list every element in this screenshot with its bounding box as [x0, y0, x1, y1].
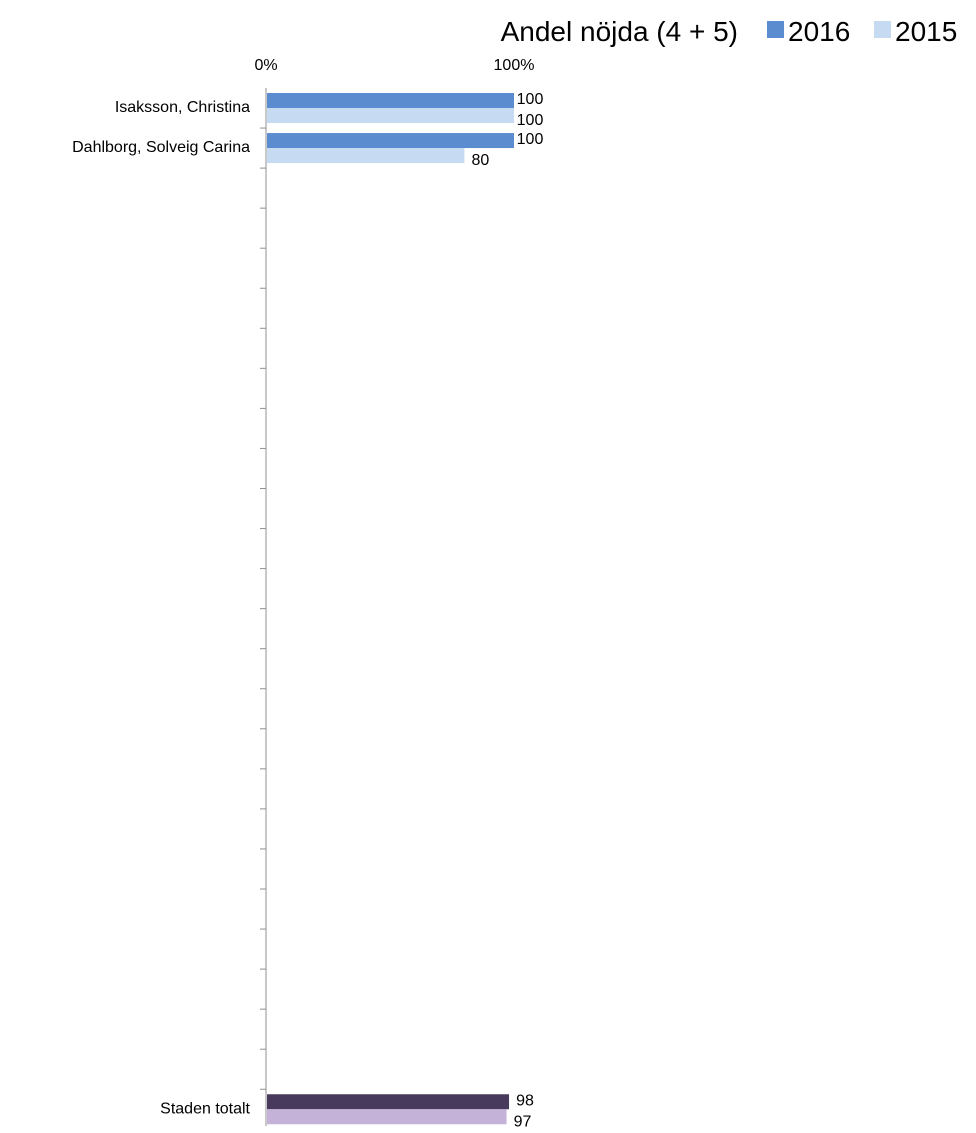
bar-2015 [267, 1109, 507, 1125]
y-axis-ticks [260, 127, 266, 1130]
category-label: Dahlborg, Solveig Carina [72, 139, 250, 156]
chart-title: Andel nöjda (4 + 5) [501, 16, 738, 47]
data-label-2016: 100 [517, 91, 544, 108]
legend-swatch-2016 [767, 21, 784, 38]
data-label-2016: 100 [517, 131, 544, 148]
data-label-2015: 97 [514, 1113, 532, 1128]
legend-swatch-2015 [874, 21, 891, 38]
x-tick-label-100: 100% [494, 57, 535, 74]
category-label: Staden totalt [160, 1100, 250, 1117]
x-tick-label-0: 0% [254, 57, 277, 74]
legend-label-2015: 2015 [895, 16, 957, 47]
bar-2015 [267, 108, 514, 123]
legend-label-2016: 2016 [788, 16, 850, 47]
data-label-2015: 80 [472, 152, 490, 169]
data-label-2016: 98 [516, 1092, 534, 1109]
bars-group: Isaksson, Christina 100 100 Dahlborg, Solve… [72, 91, 544, 1130]
bar-2015 [267, 148, 465, 164]
bar-2016 [267, 93, 514, 108]
category-label: Isaksson, Christina [115, 99, 250, 116]
bar-2016 [267, 1094, 510, 1110]
data-label-2015: 100 [517, 112, 544, 129]
bar-2016 [267, 133, 514, 149]
